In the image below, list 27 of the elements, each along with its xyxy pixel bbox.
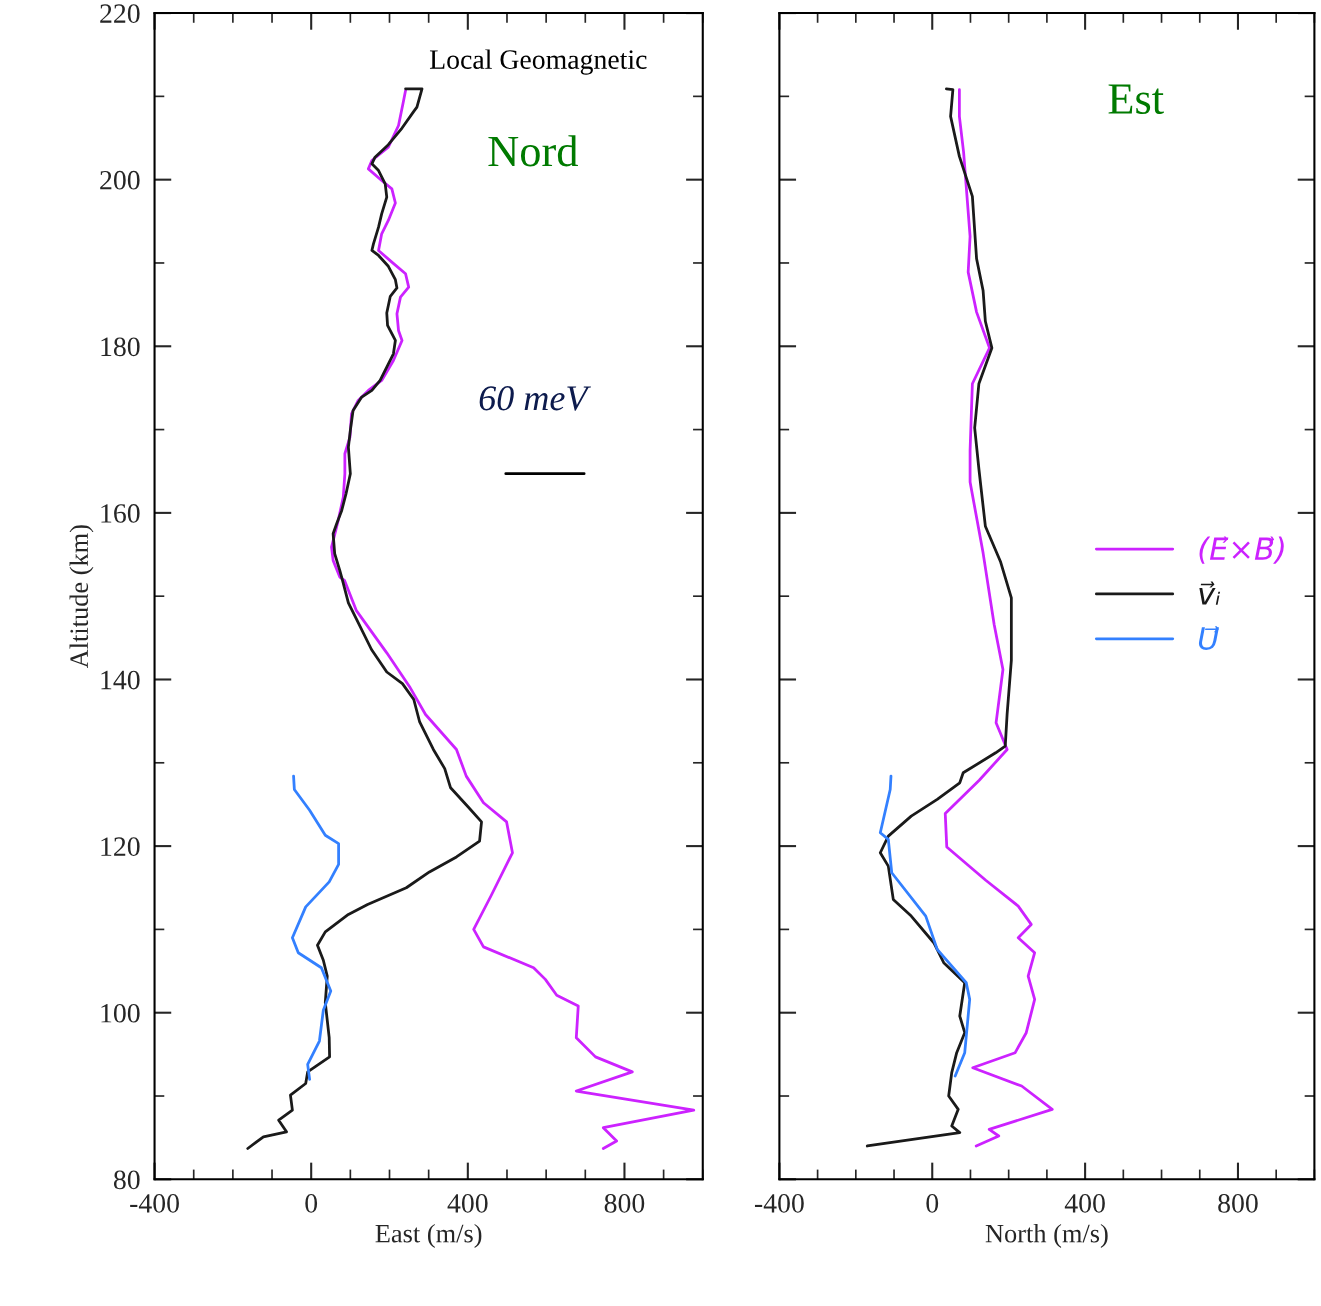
y-tick-label: 180 bbox=[101, 337, 140, 357]
x-axis-title: North (m/s) bbox=[985, 1223, 1108, 1248]
x-axis-title: East (m/s) bbox=[375, 1223, 482, 1248]
y-tick-label: 120 bbox=[101, 837, 140, 857]
y-tick-label: 160 bbox=[101, 504, 140, 523]
line-series bbox=[291, 774, 340, 1081]
y-tick-label: 220 bbox=[100, 4, 140, 23]
x-tick-label: -400 bbox=[130, 1194, 179, 1213]
x-tick-label: 800 bbox=[604, 1194, 645, 1213]
x-tick-label: 0 bbox=[305, 1194, 318, 1213]
x-tick-label: -400 bbox=[754, 1194, 804, 1213]
legend-label: v⃗ᵢ bbox=[1199, 581, 1221, 605]
annotation: Nord bbox=[488, 135, 578, 167]
y-tick-label: 200 bbox=[100, 170, 140, 190]
annotation: Local Geomagnetic bbox=[429, 49, 647, 75]
y-tick-label: 140 bbox=[101, 670, 140, 690]
legend-label: (E⃗×B⃗) bbox=[1199, 536, 1284, 564]
x-tick-label: 800 bbox=[1218, 1194, 1258, 1213]
annotation: Est bbox=[1108, 84, 1164, 114]
y-tick-label: 100 bbox=[101, 1003, 140, 1023]
y-tick-label: 80 bbox=[113, 1170, 140, 1190]
legend-label: U⃗ bbox=[1198, 626, 1219, 650]
x-tick-label: 400 bbox=[447, 1194, 488, 1213]
x-tick-label: 400 bbox=[1064, 1194, 1105, 1213]
annotation: 60 meV bbox=[479, 386, 591, 411]
y-axis-title: Altitude (km) bbox=[69, 525, 94, 669]
x-tick-label: 0 bbox=[926, 1194, 939, 1213]
